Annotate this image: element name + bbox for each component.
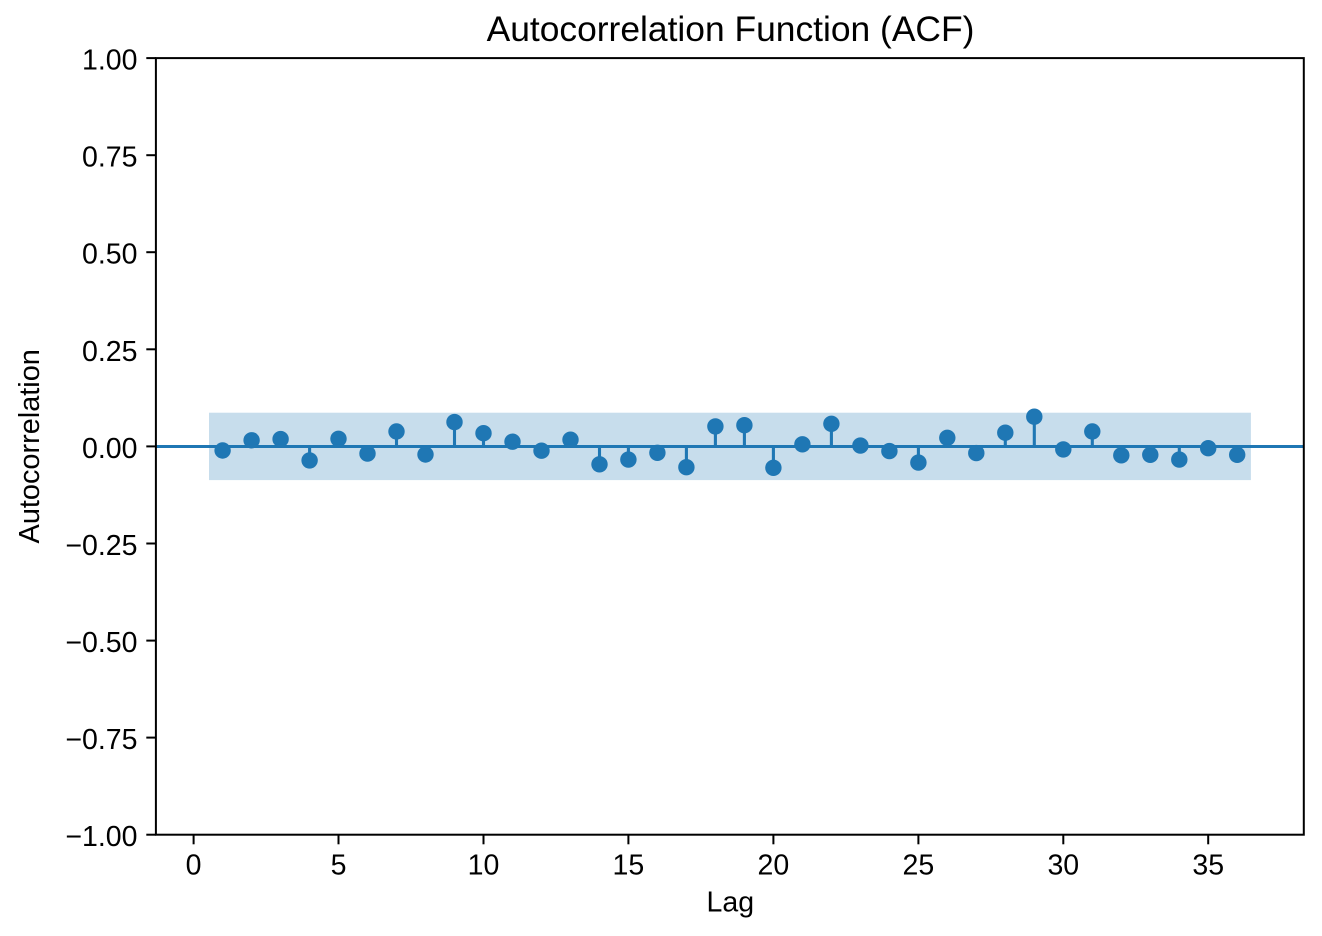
svg-text:10: 10 [468,849,500,881]
svg-text:Autocorrelation Function (ACF): Autocorrelation Function (ACF) [487,9,975,49]
svg-text:0.25: 0.25 [82,336,137,368]
svg-text:30: 30 [1047,849,1079,881]
svg-text:20: 20 [758,849,790,881]
svg-text:Autocorrelation: Autocorrelation [14,349,46,543]
svg-text:1.00: 1.00 [82,45,137,77]
svg-text:25: 25 [903,849,935,881]
svg-text:0.00: 0.00 [82,433,137,465]
svg-text:−0.25: −0.25 [65,530,137,562]
svg-text:15: 15 [613,849,645,881]
svg-text:Lag: Lag [707,886,755,918]
svg-text:0.75: 0.75 [82,142,137,174]
svg-text:−0.50: −0.50 [65,627,137,659]
svg-text:−1.00: −1.00 [65,821,137,853]
svg-text:0.50: 0.50 [82,239,137,271]
svg-text:0: 0 [186,849,202,881]
svg-text:−0.75: −0.75 [65,724,137,756]
svg-text:35: 35 [1192,849,1224,881]
svg-text:5: 5 [331,849,347,881]
